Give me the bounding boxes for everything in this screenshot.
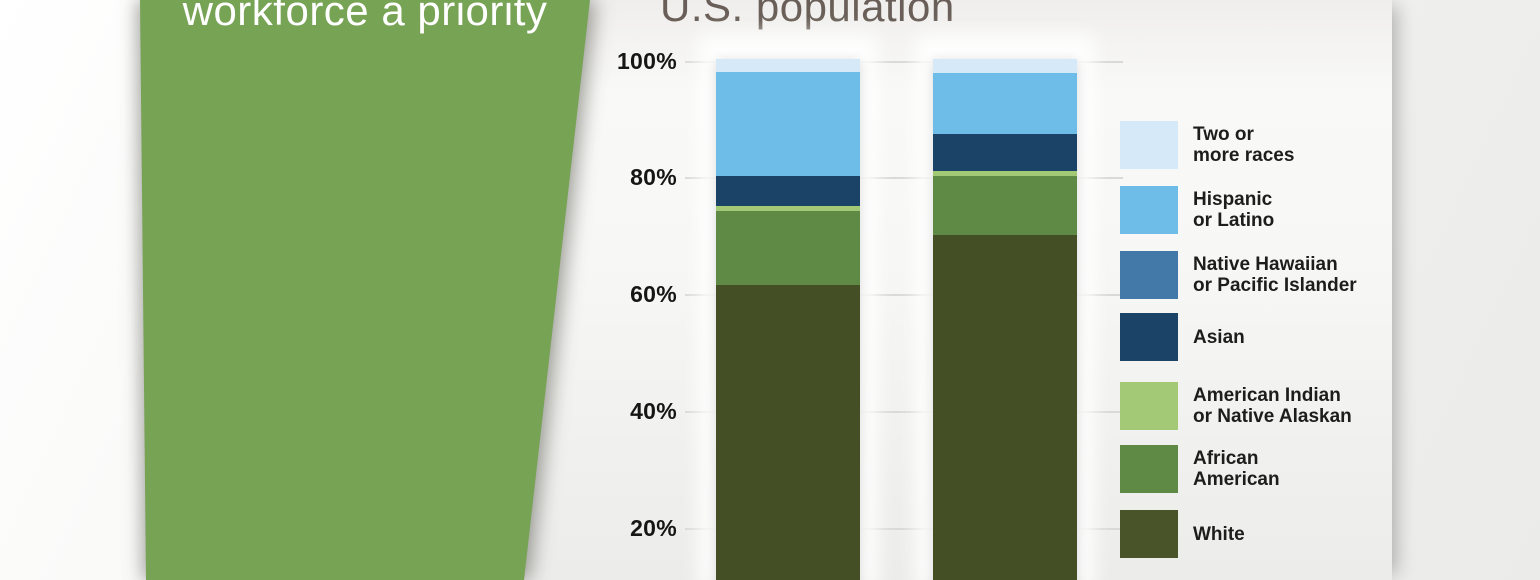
legend-label: American Indian or Native Alaskan: [1193, 385, 1352, 427]
y-tick-label-60: 60%: [630, 281, 677, 308]
gridline-60: [685, 294, 1123, 297]
y-tick-label-100: 100%: [616, 47, 677, 74]
legend-item: Asian: [1120, 313, 1245, 361]
legend-item: Native Hawaiian or Pacific Islander: [1120, 251, 1357, 299]
legend-item: Hispanic or Latino: [1120, 186, 1274, 234]
y-tick-label-40: 40%: [630, 398, 677, 425]
legend-label: Asian: [1193, 326, 1245, 348]
gridline-100: [685, 60, 1123, 63]
gridline-20: [685, 528, 1123, 531]
bar-2-segment-asian: [933, 134, 1077, 172]
legend-swatch: [1120, 382, 1178, 430]
bar-1-segment-white: [716, 284, 860, 580]
y-tick-label-20: 20%: [630, 515, 677, 542]
bar-1-segment-asian: [716, 176, 860, 207]
legend-swatch: [1120, 313, 1178, 361]
bar-1-segment-two-or-more-races: [716, 59, 860, 73]
legend-swatch: [1120, 186, 1178, 234]
legend-swatch: [1120, 121, 1178, 169]
bar-2-segment-hispanic-or-latino: [933, 73, 1077, 135]
gridline-40: [685, 411, 1123, 414]
chart-title: U.S. population: [660, 0, 955, 30]
legend-item: American Indian or Native Alaskan: [1120, 382, 1352, 430]
bar-1-segment-american-indian-or-native-alaskan: [716, 206, 860, 211]
bar-1-segment-african-american: [716, 210, 860, 285]
legend-swatch: [1120, 251, 1178, 299]
legend-label: Hispanic or Latino: [1193, 189, 1275, 231]
legend-swatch: [1120, 445, 1178, 493]
legend-label: Two or more races: [1193, 124, 1295, 166]
stacked-bar-1: [716, 59, 860, 580]
legend-item: African American: [1120, 445, 1280, 493]
bar-2-segment-african-american: [933, 175, 1077, 235]
legend-item: White: [1120, 510, 1245, 558]
legend-item: Two or more races: [1120, 121, 1294, 169]
legend-label: White: [1193, 523, 1245, 545]
bar-2-segment-american-indian-or-native-alaskan: [933, 171, 1077, 176]
y-tick-label-80: 80%: [630, 164, 677, 191]
chart-panel: U.S. population 100% 80% 60% 40% 20% Two or m…: [516, 0, 1392, 580]
gridline-80: [685, 177, 1123, 180]
bar-2-segment-white: [933, 234, 1077, 580]
legend-swatch: [1120, 510, 1178, 558]
bar-2-segment-two-or-more-races: [933, 59, 1077, 74]
bar-1-segment-hispanic-or-latino: [716, 72, 860, 177]
stacked-bar-2: [933, 59, 1077, 580]
legend-label: African American: [1193, 448, 1280, 490]
legend-label: Native Hawaiian or Pacific Islander: [1193, 254, 1357, 296]
